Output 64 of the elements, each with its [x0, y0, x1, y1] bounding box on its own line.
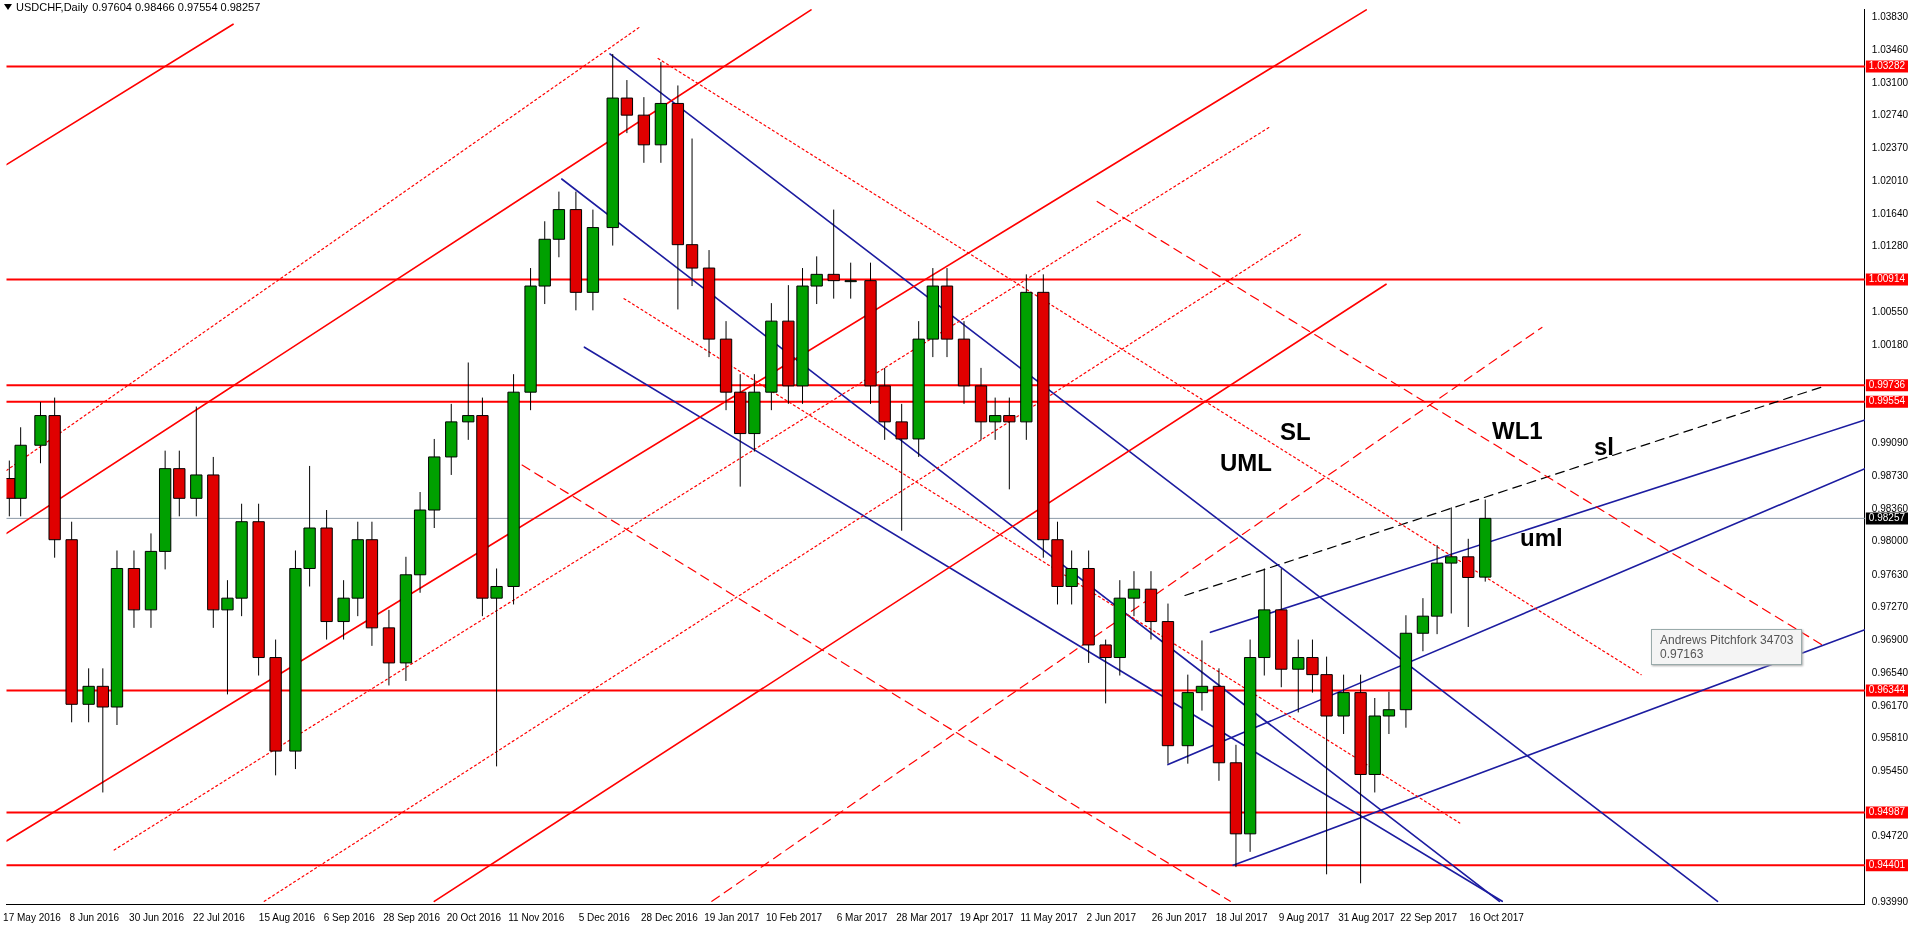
ref-line-label: 0.94987 — [1868, 806, 1906, 818]
chart-title: USDCHF,Daily — [16, 1, 89, 13]
x-tick-label: 19 Jan 2017 — [704, 911, 760, 923]
y-tick-label: 0.98000 — [1871, 535, 1909, 547]
x-tick-label: 6 Sep 2016 — [323, 911, 376, 923]
x-tick-label: 17 May 2016 — [3, 911, 62, 923]
y-tick-label: 1.00550 — [1871, 305, 1909, 317]
ref-line-label: 1.00914 — [1868, 273, 1906, 285]
y-tick-label: 1.02010 — [1871, 174, 1909, 186]
ref-line-label: 0.99554 — [1868, 395, 1906, 407]
y-tick-label: 1.02740 — [1871, 108, 1909, 120]
x-tick-label: 28 Sep 2016 — [383, 911, 441, 923]
y-tick-label: 0.96170 — [1871, 699, 1909, 711]
x-tick-label: 9 Aug 2017 — [1278, 911, 1330, 923]
x-tick-label: 15 Aug 2016 — [258, 911, 316, 923]
x-tick-label: 28 Mar 2017 — [896, 911, 953, 923]
y-tick-label: 0.98360 — [1871, 502, 1909, 514]
x-tick-label: 22 Sep 2017 — [1400, 911, 1458, 923]
ref-line-label: 0.96344 — [1868, 684, 1906, 696]
y-tick-label: 1.03100 — [1871, 76, 1909, 88]
y-tick-label: 0.97270 — [1871, 600, 1909, 612]
annotation: sl — [1594, 433, 1615, 460]
x-tick-label: 8 Jun 2016 — [69, 911, 120, 923]
x-tick-label: 6 Mar 2017 — [836, 911, 888, 923]
y-tick-label: 1.00180 — [1871, 339, 1909, 351]
y-tick-label: 0.96540 — [1871, 666, 1909, 678]
x-tick-label: 11 Nov 2016 — [508, 911, 565, 923]
y-tick-label: 0.97630 — [1871, 568, 1909, 580]
y-tick-label: 0.99090 — [1871, 437, 1909, 449]
annotation: Andrews Pitchfork 34703 — [1660, 633, 1794, 647]
y-tick-label: 1.03460 — [1871, 44, 1909, 56]
y-tick-label: 0.95450 — [1871, 764, 1909, 776]
ref-line-label: 0.98257 — [1868, 512, 1906, 524]
annotation: SL — [1280, 418, 1311, 445]
x-tick-label: 16 Oct 2017 — [1469, 911, 1525, 923]
y-tick-label: 0.95810 — [1871, 732, 1909, 744]
chart-subtitle: 0.97604 0.98466 0.97554 0.98257 — [92, 1, 261, 13]
x-tick-label: 10 Feb 2017 — [765, 911, 823, 923]
x-tick-label: 19 Apr 2017 — [959, 911, 1015, 923]
x-tick-label: 22 Jul 2016 — [193, 911, 246, 923]
annotation: uml — [1520, 524, 1563, 551]
x-tick-label: 18 Jul 2017 — [1215, 911, 1268, 923]
y-tick-label: 0.94720 — [1871, 830, 1909, 842]
ref-line-label: 1.03282 — [1868, 60, 1906, 72]
x-tick-label: 30 Jun 2016 — [129, 911, 185, 923]
annotation: WL1 — [1492, 417, 1543, 444]
x-tick-label: 11 May 2017 — [1020, 911, 1078, 923]
annotation: 0.97163 — [1660, 647, 1705, 661]
y-tick-label: 1.01640 — [1871, 207, 1909, 219]
x-tick-label: 28 Dec 2016 — [641, 911, 699, 923]
y-tick-label: 0.98730 — [1871, 469, 1909, 481]
y-tick-label: 0.93990 — [1871, 895, 1909, 907]
x-tick-label: 2 Jun 2017 — [1086, 911, 1137, 923]
x-tick-label: 5 Dec 2016 — [578, 911, 631, 923]
y-tick-label: 1.02370 — [1871, 142, 1909, 154]
ref-line-label: 0.94401 — [1868, 858, 1906, 870]
annotation: UML — [1220, 449, 1272, 476]
y-tick-label: 0.96900 — [1871, 634, 1909, 646]
y-tick-label: 1.01280 — [1871, 240, 1909, 252]
x-tick-label: 26 Jun 2017 — [1151, 911, 1208, 923]
ref-line-label: 0.99736 — [1868, 379, 1906, 391]
x-tick-label: 20 Oct 2016 — [446, 911, 502, 923]
x-tick-label: 31 Aug 2017 — [1338, 911, 1395, 923]
y-tick-label: 1.03830 — [1871, 10, 1909, 22]
